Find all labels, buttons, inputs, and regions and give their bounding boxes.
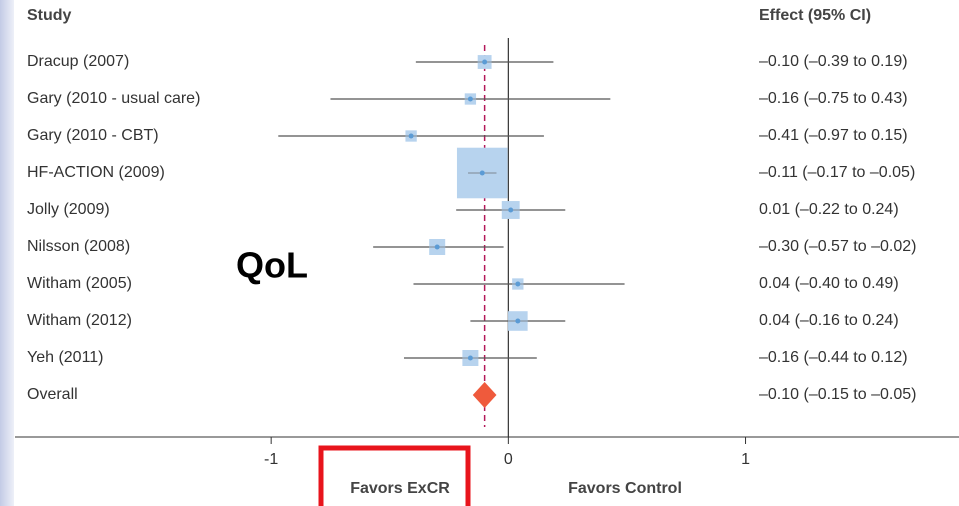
effect-label: –0.16 (–0.44 to 0.12)	[759, 349, 908, 366]
study-label: Jolly (2009)	[27, 201, 110, 218]
study-label: Yeh (2011)	[27, 349, 104, 366]
effect-label: –0.16 (–0.75 to 0.43)	[759, 90, 908, 107]
study-label: Overall	[27, 386, 78, 403]
effect-header: Effect (95% CI)	[759, 7, 871, 24]
point-estimate	[482, 59, 488, 65]
slide-strip	[0, 0, 14, 506]
study-label: Witham (2005)	[27, 275, 132, 292]
x-tick-label: -1	[264, 451, 278, 468]
point-estimate	[515, 318, 521, 324]
annotation: Favors Control	[568, 480, 682, 497]
point-estimate	[434, 244, 440, 250]
effect-label: 0.04 (–0.16 to 0.24)	[759, 312, 899, 329]
study-label: Gary (2010 - CBT)	[27, 127, 159, 144]
study-label: Dracup (2007)	[27, 53, 129, 70]
annotation: Favors ExCR	[350, 480, 450, 497]
x-tick-label: 1	[741, 451, 750, 468]
study-header: Study	[27, 7, 72, 24]
study-label: Witham (2012)	[27, 312, 132, 329]
overall-diamond	[472, 382, 497, 408]
annotation: QoL	[236, 245, 308, 286]
point-estimate	[408, 133, 414, 139]
effect-label: 0.01 (–0.22 to 0.24)	[759, 201, 899, 218]
study-label: Nilsson (2008)	[27, 238, 130, 255]
study-label: Gary (2010 - usual care)	[27, 90, 200, 107]
effect-label: –0.30 (–0.57 to –0.02)	[759, 238, 916, 255]
point-estimate	[515, 281, 521, 287]
point-estimate	[479, 170, 485, 176]
study-label: HF-ACTION (2009)	[27, 164, 165, 181]
effect-label: –0.11 (–0.17 to –0.05)	[759, 164, 915, 181]
effect-label: 0.04 (–0.40 to 0.49)	[759, 275, 899, 292]
highlight-box	[318, 445, 471, 506]
point-estimate	[467, 355, 473, 361]
point-estimate	[508, 207, 514, 213]
point-estimate	[467, 96, 473, 102]
effect-label: –0.41 (–0.97 to 0.15)	[759, 127, 908, 144]
effect-label: –0.10 (–0.39 to 0.19)	[759, 53, 908, 70]
x-tick-label: 0	[504, 451, 513, 468]
effect-label: –0.10 (–0.15 to –0.05)	[759, 386, 916, 403]
